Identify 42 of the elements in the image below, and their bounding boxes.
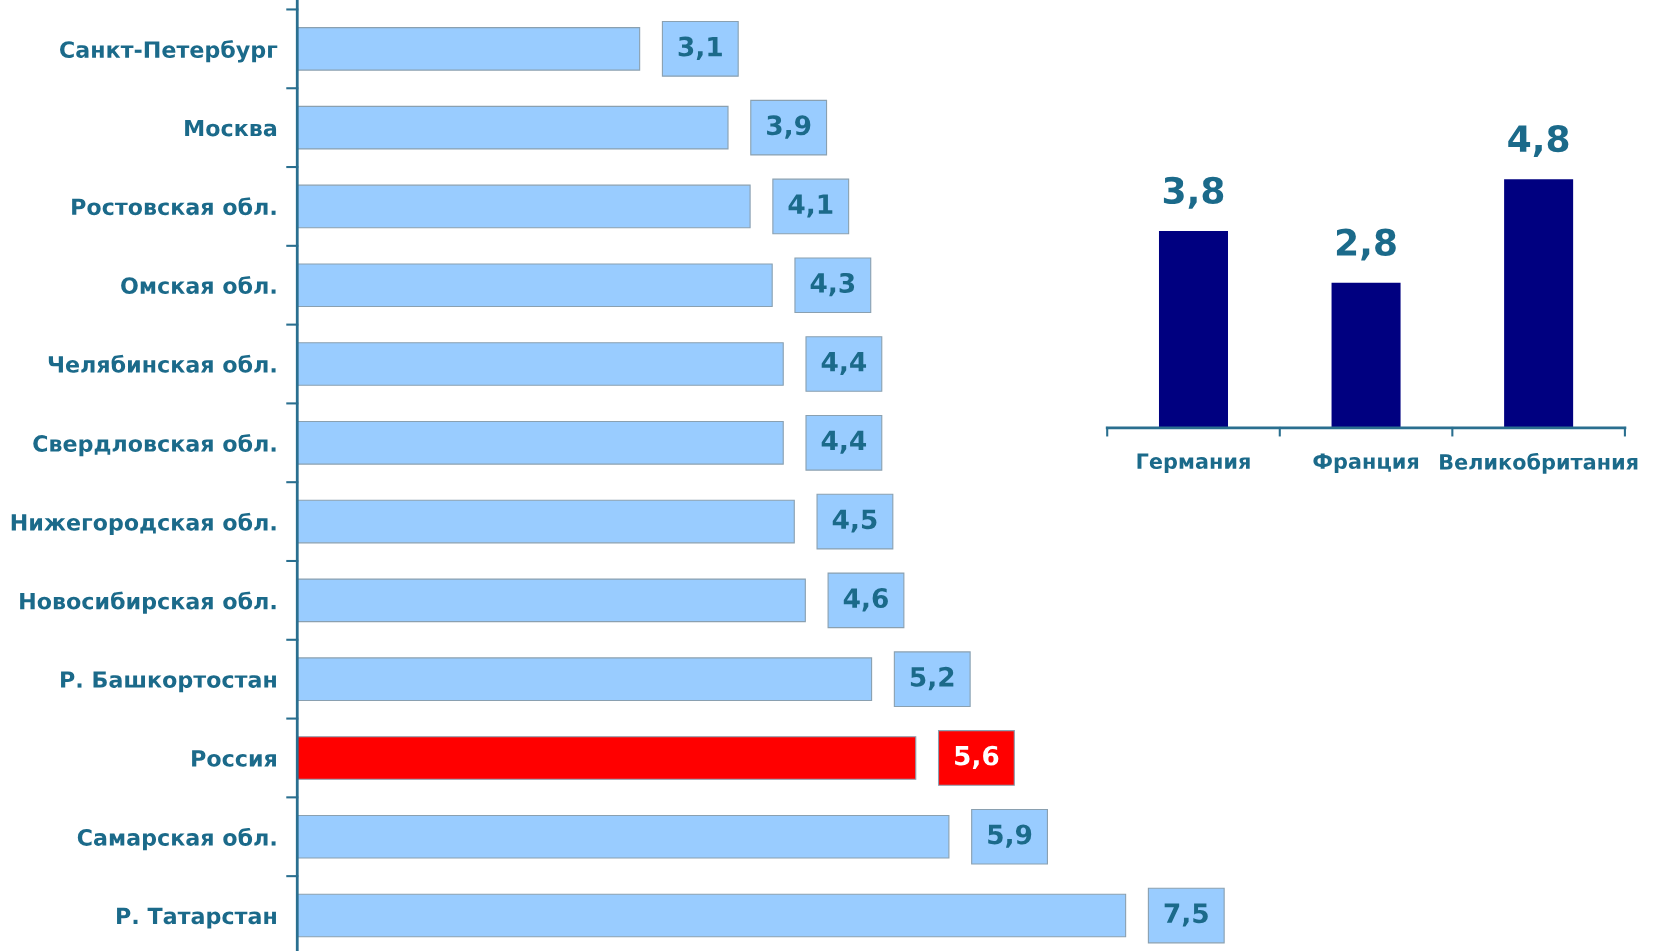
data-label: 5,6 <box>955 745 999 769</box>
bar <box>297 420 784 465</box>
data-label: 5,2 <box>910 666 954 691</box>
bar <box>297 736 917 780</box>
data-label: 3,1 <box>678 36 722 60</box>
data-label: 4,4 <box>821 352 867 376</box>
y-tick-label: Р. Татарстан <box>117 907 276 929</box>
y-tick-label: Санкт-Петербург <box>60 40 278 63</box>
data-label: 4,3 <box>810 272 855 297</box>
y-tick-label: Свердловская обл. <box>33 434 276 457</box>
data-label: 3,8 <box>1163 176 1224 209</box>
data-label: 2,8 <box>1336 228 1396 261</box>
data-label: 3,9 <box>767 115 811 139</box>
bar <box>297 105 729 150</box>
x-tick-label: Германия <box>1137 453 1250 474</box>
bar <box>297 263 773 308</box>
y-tick-label: Омская обл. <box>121 276 276 294</box>
bar <box>297 499 795 544</box>
data-label: 7,5 <box>1164 903 1208 927</box>
data-label: 4,8 <box>1508 124 1569 157</box>
y-tick-label: Р. Башкортостан <box>61 671 276 693</box>
y-tick-label: Новосибирская обл. <box>20 591 276 614</box>
bar <box>297 184 751 229</box>
data-label: 5,9 <box>988 824 1032 848</box>
bar <box>297 893 1127 938</box>
data-label: 4,1 <box>788 194 833 218</box>
y-tick-label: Нижегородская обл. <box>11 512 276 536</box>
bar <box>297 814 950 859</box>
y-tick-label: Ростовская обл. <box>72 197 276 216</box>
y-tick-label: Россия <box>192 750 276 767</box>
data-label: 4,4 <box>821 430 867 454</box>
bar <box>297 342 784 386</box>
x-tick-label: Франция <box>1313 453 1419 474</box>
bar <box>297 27 641 71</box>
x-tick-label: Великобритания <box>1440 452 1638 474</box>
bar <box>297 578 806 623</box>
y-tick-label: Челябинская обл. <box>48 354 276 373</box>
data-label: 4,6 <box>843 588 888 612</box>
data-label: 4,5 <box>832 509 877 533</box>
y-tick-label: Самарская обл. <box>77 827 276 851</box>
bar <box>297 657 873 702</box>
y-tick-label: Москва <box>185 119 277 137</box>
